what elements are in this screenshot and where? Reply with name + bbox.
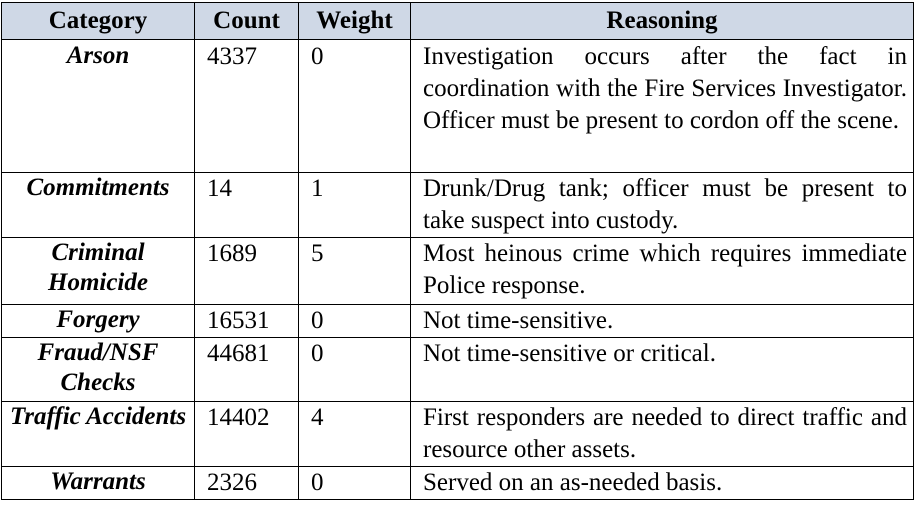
weight-cell: 1 — [298, 172, 411, 238]
weight-cell: 0 — [298, 304, 411, 338]
weight-cell: 5 — [298, 237, 411, 305]
category-cell: Commitments — [1, 172, 195, 238]
header-category: Category — [1, 2, 195, 40]
header-reasoning: Reasoning — [410, 2, 914, 40]
count-cell: 14402 — [194, 401, 299, 467]
header-row: Category Count Weight Reasoning — [1, 2, 914, 40]
category-cell: Arson — [1, 39, 195, 173]
count-cell: 44681 — [194, 337, 299, 402]
reasoning-cell: Investigation occurs after the fact in c… — [410, 39, 914, 173]
table-row: Arson 4337 0 Investigation occurs after … — [1, 39, 914, 173]
table-row: Forgery 16531 0 Not time-sensitive. — [1, 304, 914, 338]
table-row: Commitments 14 1 Drunk/Drug tank; office… — [1, 172, 914, 238]
category-cell: Traffic Accidents — [1, 401, 195, 467]
table-row: Traffic Accidents 14402 4 First responde… — [1, 401, 914, 467]
reasoning-cell: Served on an as-needed basis. — [410, 466, 914, 500]
reasoning-cell: Not time-sensitive or critical. — [410, 337, 914, 402]
count-cell: 4337 — [194, 39, 299, 173]
reasoning-cell: First responders are needed to direct tr… — [410, 401, 914, 467]
crime-weight-table: Category Count Weight Reasoning Arson 43… — [1, 2, 914, 500]
category-cell: Forgery — [1, 304, 195, 338]
table-body: Arson 4337 0 Investigation occurs after … — [1, 39, 914, 500]
table-row: Criminal Homicide 1689 5 Most heinous cr… — [1, 237, 914, 305]
table-row: Fraud/NSF Checks 44681 0 Not time-sensit… — [1, 337, 914, 402]
weight-cell: 0 — [298, 466, 411, 500]
weight-cell: 0 — [298, 39, 411, 173]
category-cell: Criminal Homicide — [1, 237, 195, 305]
header-weight: Weight — [298, 2, 411, 40]
table-header: Category Count Weight Reasoning — [1, 2, 914, 40]
count-cell: 2326 — [194, 466, 299, 500]
table-row: Warrants 2326 0 Served on an as-needed b… — [1, 466, 914, 500]
reasoning-cell: Most heinous crime which requires immedi… — [410, 237, 914, 305]
category-cell: Warrants — [1, 466, 195, 500]
weight-cell: 4 — [298, 401, 411, 467]
category-cell: Fraud/NSF Checks — [1, 337, 195, 402]
count-cell: 14 — [194, 172, 299, 238]
header-count: Count — [194, 2, 299, 40]
count-cell: 16531 — [194, 304, 299, 338]
reasoning-cell: Drunk/Drug tank; officer must be present… — [410, 172, 914, 238]
count-cell: 1689 — [194, 237, 299, 305]
reasoning-cell: Not time-sensitive. — [410, 304, 914, 338]
weight-cell: 0 — [298, 337, 411, 402]
